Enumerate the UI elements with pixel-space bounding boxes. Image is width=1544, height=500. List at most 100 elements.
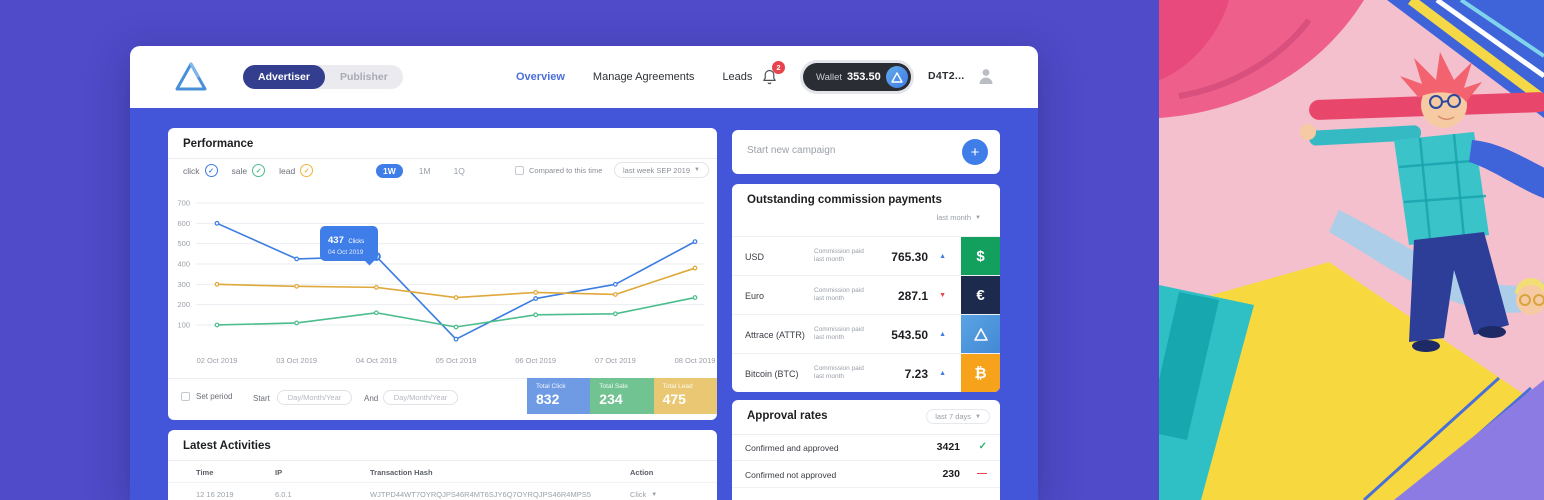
approval-title: Approval rates bbox=[747, 410, 828, 422]
trend-icon: ▼ bbox=[939, 292, 946, 299]
role-toggle: Advertiser Publisher bbox=[243, 65, 403, 89]
trend-icon: ▲ bbox=[939, 253, 946, 260]
svg-text:300: 300 bbox=[177, 280, 190, 289]
trend-icon: ▲ bbox=[939, 370, 946, 377]
trend-icon: ▲ bbox=[939, 331, 946, 338]
filter-lead[interactable]: lead ✓ bbox=[279, 164, 314, 177]
approval-row-approved: Confirmed and approved 3421 ✓ bbox=[732, 434, 1000, 461]
start-label: Start bbox=[253, 394, 270, 403]
compare-checkbox[interactable] bbox=[515, 166, 524, 175]
svg-text:100: 100 bbox=[177, 320, 190, 329]
activity-ip: 6.0.1 bbox=[275, 490, 292, 499]
latest-activities-card: Latest Activities Time IP Transaction Ha… bbox=[168, 430, 717, 500]
attrace-logo[interactable] bbox=[174, 61, 208, 93]
performance-chart: 700 600 500 400 300 200 100 02 Oct 2019 03 Oct 2… bbox=[177, 199, 715, 366]
latest-activities-title: Latest Activities bbox=[183, 440, 271, 452]
approval-period-dropdown[interactable]: last 7 days ▼ bbox=[926, 409, 990, 424]
performance-card: Performance click ✓ sale ✓ lead ✓ bbox=[168, 128, 717, 420]
commission-value: 287.1 bbox=[897, 289, 928, 303]
activity-hash: WJTPD44WT7OYRQJPS46R4MT6SJY6Q7OYRQJPS46R… bbox=[370, 490, 591, 499]
commission-value: 765.30 bbox=[891, 250, 928, 264]
col-ip: IP bbox=[275, 468, 283, 477]
publisher-toggle[interactable]: Publisher bbox=[339, 71, 388, 83]
main-nav: Overview Manage Agreements Leads bbox=[516, 46, 752, 108]
approved-check-icon: ✓ bbox=[978, 441, 987, 452]
chart-tooltip: 437 Clicks 04 Oct 2019 bbox=[320, 226, 378, 262]
total-lead-tile: Total Lead 475 bbox=[653, 378, 717, 414]
usd-icon: $ bbox=[961, 237, 1000, 276]
commission-row-attrace: Attrace (ATTR) Commission paid last mont… bbox=[732, 314, 1000, 354]
set-period-control: Set period bbox=[181, 392, 232, 401]
total-sale-tile: Total Sale 234 bbox=[590, 378, 654, 414]
commissions-period-dropdown[interactable]: last month ▼ bbox=[927, 210, 990, 225]
commissions-title: Outstanding commission payments bbox=[747, 194, 942, 206]
approval-row-clipped bbox=[732, 488, 1000, 500]
approval-rows: Confirmed and approved 3421 ✓ Confirmed … bbox=[732, 434, 1000, 500]
attrace-coin-icon bbox=[961, 315, 1000, 354]
account-id[interactable]: D4T2... bbox=[928, 70, 965, 82]
top-navbar: Advertiser Publisher Overview Manage Agr… bbox=[130, 46, 1038, 108]
nav-manage-agreements[interactable]: Manage Agreements bbox=[592, 71, 695, 83]
svg-text:200: 200 bbox=[177, 300, 190, 309]
start-campaign-card[interactable]: Start new campaign + bbox=[732, 130, 1000, 174]
currency-name: USD bbox=[745, 252, 765, 262]
commission-value: 7.23 bbox=[904, 367, 928, 381]
divider bbox=[732, 434, 1000, 435]
svg-text:04 Oct 2019: 04 Oct 2019 bbox=[356, 356, 397, 365]
dashboard-window: Advertiser Publisher Overview Manage Agr… bbox=[130, 46, 1038, 500]
nav-overview[interactable]: Overview bbox=[516, 71, 565, 83]
svg-text:400: 400 bbox=[177, 259, 190, 268]
filter-click[interactable]: click ✓ bbox=[183, 164, 218, 177]
svg-text:06 Oct 2019: 06 Oct 2019 bbox=[515, 356, 556, 365]
nav-leads[interactable]: Leads bbox=[722, 71, 753, 83]
total-click-tile: Total Click 832 bbox=[527, 378, 591, 414]
euro-icon: € bbox=[961, 276, 1000, 315]
set-period-checkbox[interactable] bbox=[181, 392, 190, 401]
svg-text:05 Oct 2019: 05 Oct 2019 bbox=[436, 356, 477, 365]
commission-value: 543.50 bbox=[891, 328, 928, 342]
hero-illustration bbox=[1159, 0, 1544, 500]
commission-desc: Commission paid last month bbox=[814, 287, 864, 303]
tab-1q[interactable]: 1Q bbox=[453, 166, 465, 176]
commission-row-bitcoin: Bitcoin (BTC) Commission paid last month… bbox=[732, 353, 1000, 392]
svg-text:02 Oct 2019: 02 Oct 2019 bbox=[197, 356, 238, 365]
bitcoin-icon: ₿ bbox=[961, 354, 1000, 392]
svg-text:08 Oct 2019: 08 Oct 2019 bbox=[675, 356, 716, 365]
and-label: And bbox=[364, 394, 379, 403]
compare-period-dropdown[interactable]: last week SEP 2019 ▼ bbox=[614, 162, 709, 178]
approval-rates-card: Approval rates last 7 days ▼ Confirmed a… bbox=[732, 400, 1000, 500]
filter-sale[interactable]: sale ✓ bbox=[232, 164, 266, 177]
svg-text:700: 700 bbox=[177, 199, 190, 208]
wallet-button[interactable]: Wallet 353.50 bbox=[803, 63, 911, 91]
commission-rows: USD Commission paid last month 765.30 ▲ … bbox=[732, 236, 1000, 392]
chevron-down-icon: ▼ bbox=[975, 413, 981, 420]
tab-1w[interactable]: 1W bbox=[376, 164, 403, 178]
notification-bell-icon[interactable] bbox=[762, 69, 777, 85]
totals-summary: Total Click 832 Total Sale 234 Total Lea… bbox=[527, 378, 717, 414]
svg-text:07 Oct 2019: 07 Oct 2019 bbox=[595, 356, 636, 365]
wallet-coin-icon bbox=[886, 66, 908, 88]
activity-action-dropdown[interactable]: Click ▼ bbox=[630, 490, 658, 499]
commissions-card: Outstanding commission payments last mon… bbox=[732, 184, 1000, 392]
advertiser-toggle[interactable]: Advertiser bbox=[243, 65, 325, 89]
dashboard-content: Performance click ✓ sale ✓ lead ✓ bbox=[130, 108, 1038, 500]
tab-1m[interactable]: 1M bbox=[418, 166, 431, 176]
activity-time: 12 16 2019 bbox=[196, 490, 234, 499]
col-action: Action bbox=[630, 468, 654, 477]
commission-desc: Commission paid last month bbox=[814, 248, 864, 264]
user-icon[interactable] bbox=[978, 67, 994, 85]
wallet-balance: 353.50 bbox=[847, 71, 881, 83]
currency-name: Attrace (ATTR) bbox=[745, 330, 805, 340]
range-tabs: 1W 1M 1Q bbox=[376, 164, 472, 178]
series-filters: click ✓ sale ✓ lead ✓ bbox=[183, 164, 314, 177]
divider bbox=[168, 158, 717, 159]
wallet-label: Wallet bbox=[816, 71, 843, 83]
svg-text:600: 600 bbox=[177, 219, 190, 228]
notification-badge: 2 bbox=[772, 61, 785, 74]
currency-name: Euro bbox=[745, 291, 765, 301]
end-date-input[interactable]: Day/Month/Year bbox=[383, 390, 458, 405]
add-campaign-button[interactable]: + bbox=[962, 139, 988, 165]
chevron-down-icon: ▼ bbox=[651, 491, 658, 498]
start-date-input[interactable]: Day/Month/Year bbox=[277, 390, 352, 405]
